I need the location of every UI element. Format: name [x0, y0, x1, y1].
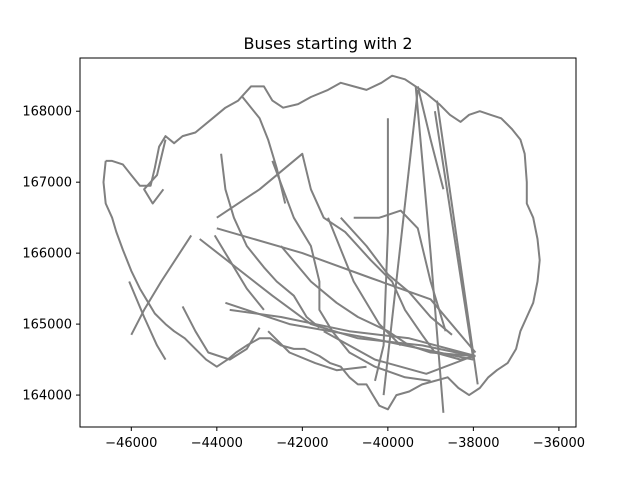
x-tick-label: −46000	[105, 436, 157, 451]
route-line-21	[416, 86, 445, 190]
route-line-25	[220, 153, 321, 329]
route-line-5	[229, 308, 476, 357]
y-tick-label: 164000	[22, 389, 72, 404]
route-line-15	[130, 234, 193, 336]
x-tick-label: −42000	[276, 436, 328, 451]
x-tick-label: −40000	[362, 436, 414, 451]
route-line-22	[271, 160, 431, 382]
chart-title: Buses starting with 2	[243, 34, 412, 53]
route-line-17	[353, 209, 447, 332]
route-line-24	[143, 139, 167, 205]
route-line-13	[327, 217, 402, 347]
route-line-19	[213, 234, 265, 311]
route-line-12	[374, 118, 389, 382]
route-line-14	[280, 245, 474, 357]
route-line-1	[102, 74, 541, 411]
x-tick-label: −36000	[533, 436, 585, 451]
route-line-9	[382, 89, 419, 396]
route-line-11	[436, 100, 479, 385]
route-line-16	[267, 330, 367, 372]
y-tick-label: 168000	[22, 105, 72, 120]
x-axis: −46000 −44000 −42000 −40000 −38000 −36000	[105, 427, 585, 451]
route-line-20	[128, 281, 167, 361]
route-line-23	[241, 96, 287, 204]
route-line-26	[181, 305, 261, 361]
plot-area-frame	[79, 57, 577, 428]
y-tick-label: 165000	[22, 318, 72, 333]
y-tick-label: 166000	[22, 247, 72, 262]
route-line-18	[340, 217, 453, 336]
y-tick-label: 167000	[22, 176, 72, 191]
y-axis: 164000 165000 166000 167000 168000	[22, 105, 80, 404]
bus-route-lines	[102, 74, 541, 413]
route-line-6	[323, 330, 474, 375]
x-tick-label: −38000	[447, 436, 499, 451]
x-tick-label: −44000	[191, 436, 243, 451]
route-line-10	[433, 111, 475, 360]
route-line-3	[216, 227, 477, 354]
route-line-8	[414, 86, 445, 413]
